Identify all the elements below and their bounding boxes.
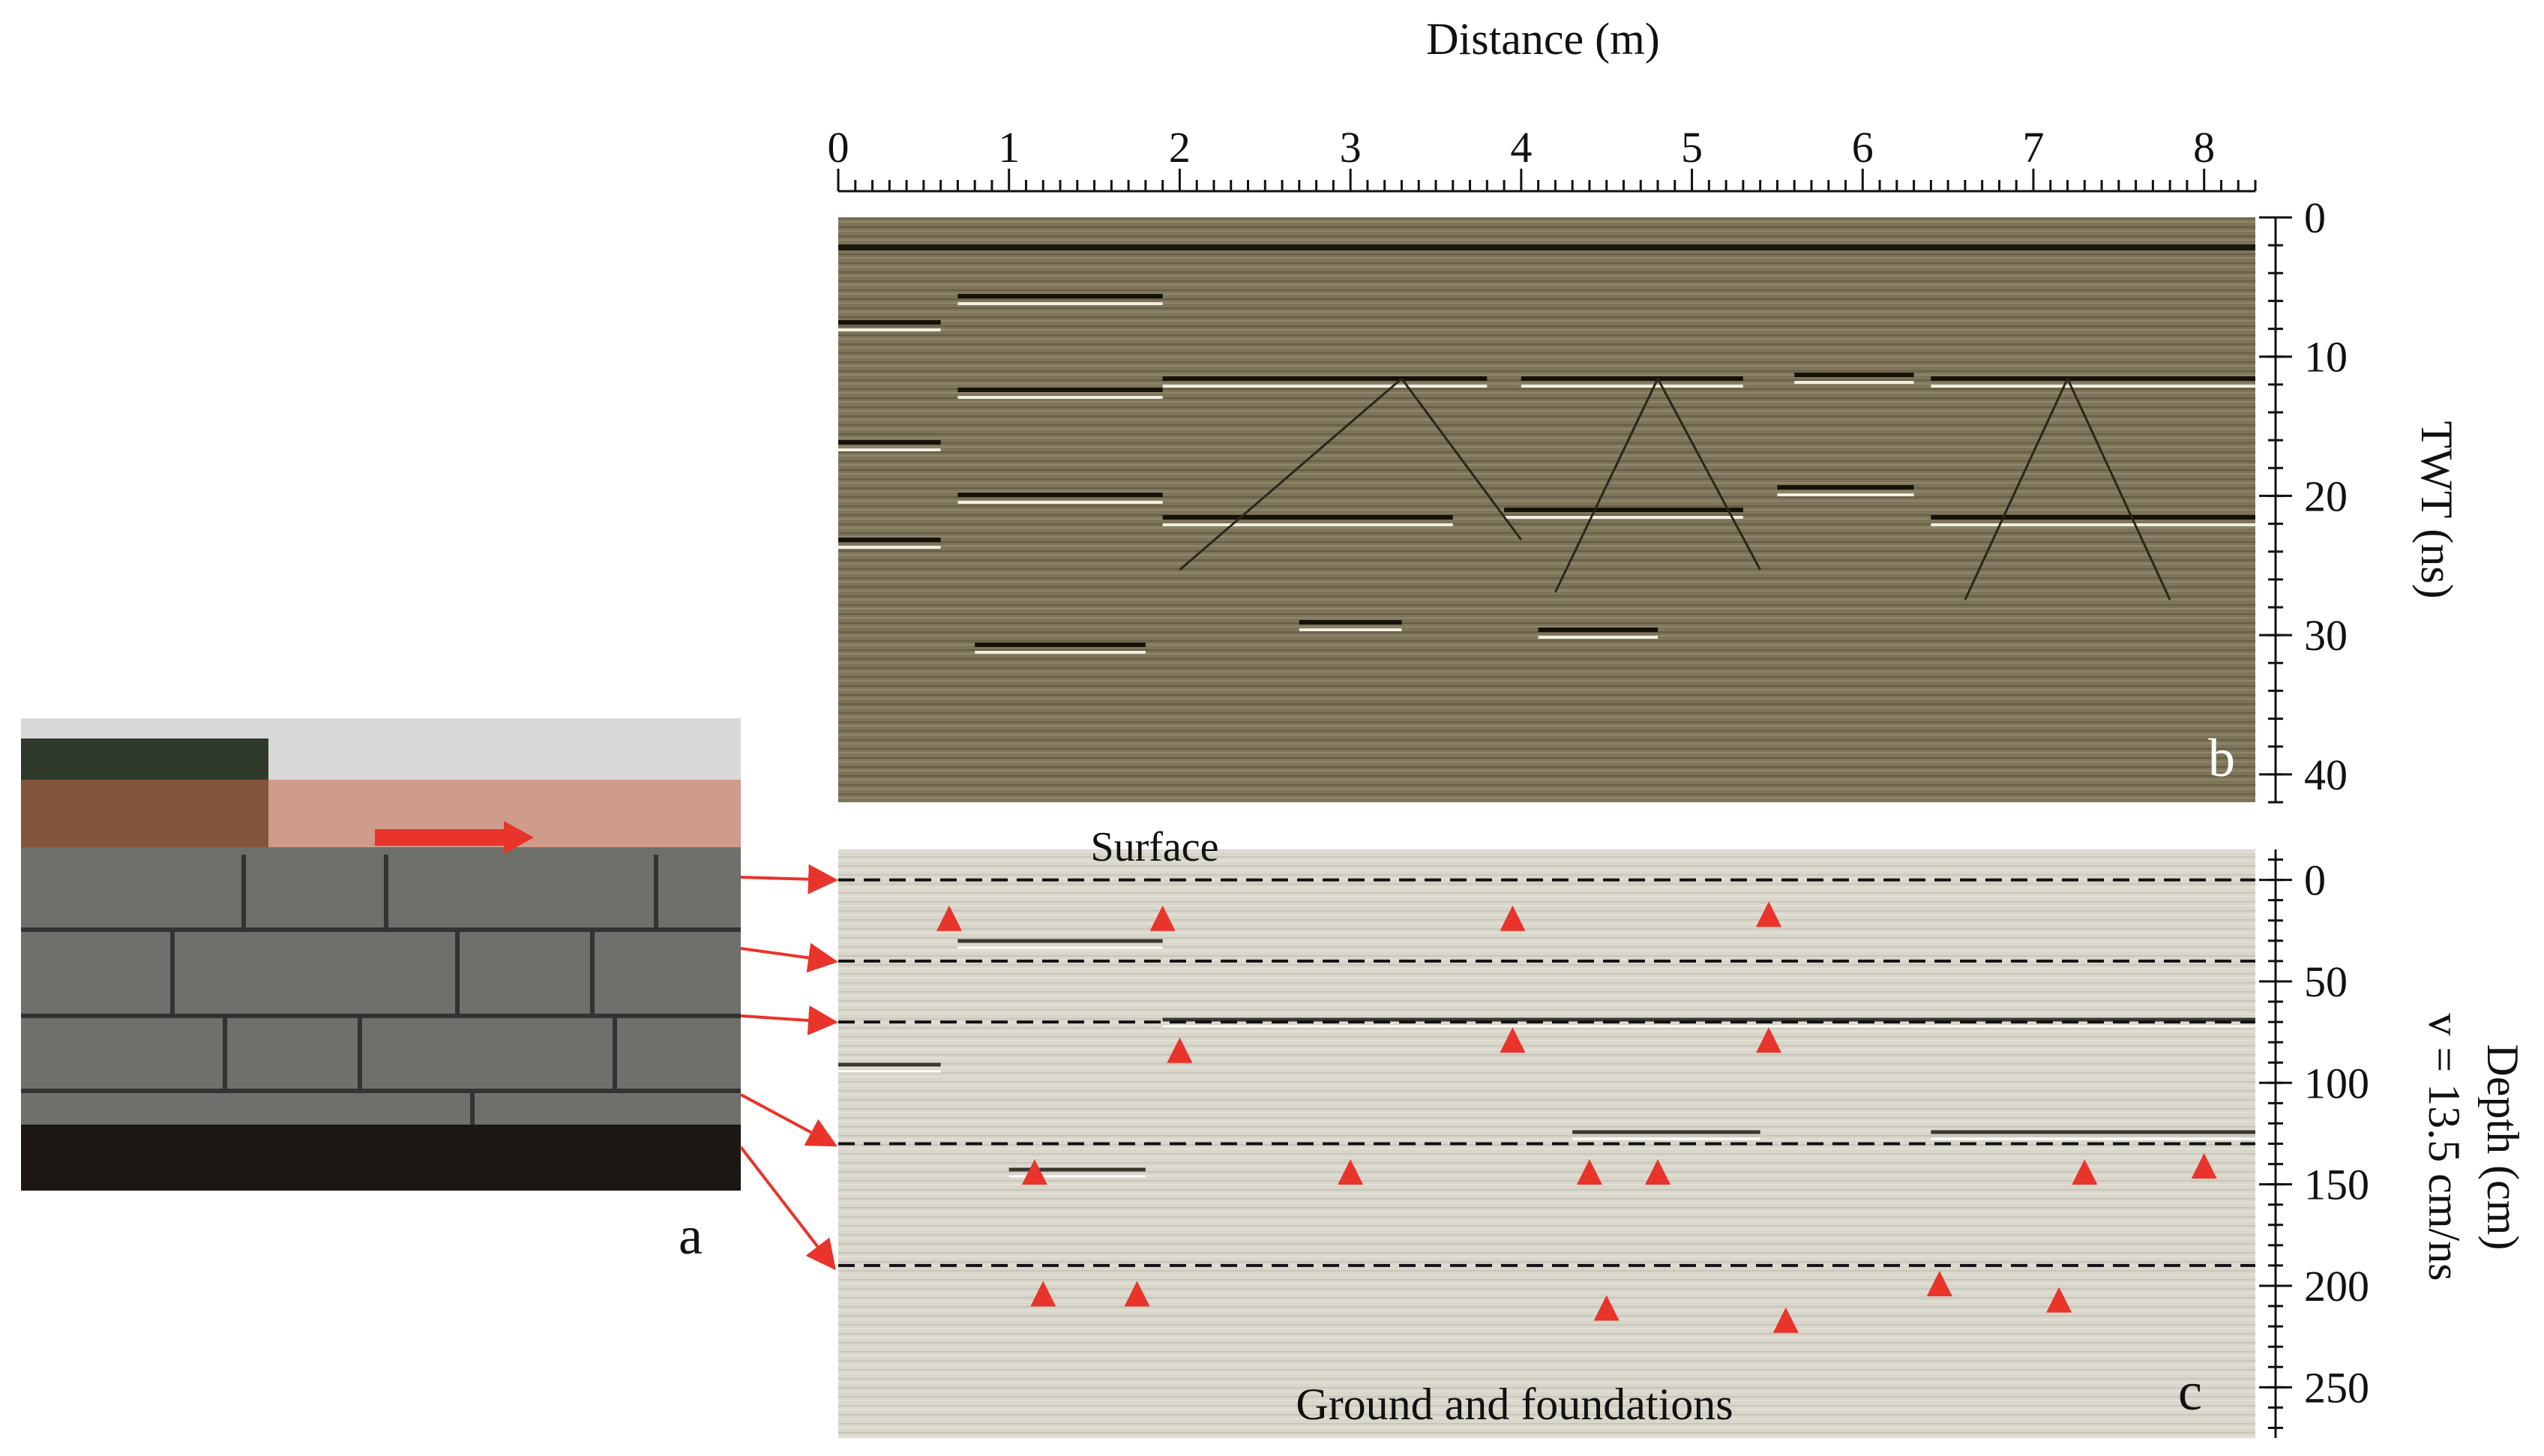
hyperbola-marker	[1645, 1159, 1671, 1185]
diffraction-hyperbola	[1656, 378, 1761, 571]
hyperbola-marker	[1021, 1159, 1047, 1185]
diffraction-hyperbola	[1554, 378, 1659, 593]
hyperbola-marker	[1926, 1270, 1952, 1296]
depth-tick-label: 250	[2304, 1363, 2369, 1412]
distance-tick-label: 8	[2193, 123, 2215, 172]
depth-tick-label: 150	[2304, 1161, 2369, 1209]
twt-tick-label: 10	[2304, 333, 2348, 382]
twt-axis: 0 10 20 30 40	[2259, 193, 2348, 804]
twt-axis-title: TWT (ns)	[2412, 421, 2462, 598]
hyperbola-marker	[2046, 1287, 2072, 1313]
ground-label: Ground and foundations	[1296, 1380, 1733, 1429]
hyperbola-marker	[1500, 905, 1526, 931]
depth-axis-title: Depth (cm)	[2478, 1044, 2528, 1251]
correlation-arrow	[739, 1146, 836, 1271]
surface-label: Surface	[1090, 824, 1218, 870]
stone-wall	[21, 847, 741, 1155]
interface-dashed-lines	[838, 878, 2255, 1267]
hyperbola-marker	[1772, 1307, 1799, 1333]
radargram-b-reflectors	[838, 244, 2255, 654]
panel-c-label: c	[2178, 1362, 2202, 1422]
hyperbola-marker	[1593, 1295, 1620, 1321]
distance-tick-label: 4	[1510, 123, 1532, 172]
red-direction-arrowhead	[504, 821, 534, 854]
hyperbola-marker	[1167, 1037, 1193, 1063]
hyperbola-marker	[1576, 1159, 1602, 1185]
stone-joints	[21, 855, 741, 1155]
hyperbola-marker	[1030, 1281, 1056, 1307]
distance-axis-title: Distance (m)	[1426, 14, 1660, 64]
sky-top	[21, 651, 741, 718]
depth-tick-label: 0	[2304, 856, 2326, 905]
panel-a-photo: a	[21, 651, 741, 1266]
correlation-arrow	[740, 1005, 838, 1035]
depth-tick-label: 200	[2304, 1262, 2369, 1311]
correlation-arrow	[740, 942, 838, 973]
hyperbola-marker	[2191, 1152, 2217, 1179]
hyperbola-marker	[1756, 1027, 1782, 1053]
twt-tick-label: 20	[2304, 472, 2348, 520]
depth-axis: 0 50 100 150 200 250	[2259, 849, 2369, 1438]
distance-tick-label: 7	[2022, 123, 2044, 172]
panel-a-label: a	[679, 1206, 703, 1266]
velocity-label: v = 13.5 cm/ns	[2420, 1013, 2469, 1281]
hyperbola-marker	[1338, 1159, 1364, 1185]
panel-b-label: b	[2208, 728, 2235, 788]
correlation-arrow	[740, 1093, 838, 1147]
depth-tick-label: 50	[2304, 957, 2348, 1006]
ground	[21, 1125, 741, 1191]
hyperbola-marker	[1500, 1027, 1526, 1053]
twt-tick-label: 40	[2304, 750, 2348, 799]
twt-tick-label: 0	[2304, 193, 2326, 242]
diffraction-hyperbola	[1401, 378, 1523, 541]
distance-tick-label: 3	[1340, 123, 1362, 172]
diffraction-hyperbola	[1964, 378, 2069, 601]
hyperbola-marker	[1124, 1281, 1150, 1307]
diffraction-hyperbola	[2066, 378, 2171, 601]
distance-tick-label: 0	[828, 123, 849, 172]
distance-tick-label: 1	[998, 123, 1020, 172]
correlation-arrows	[739, 864, 838, 1271]
twt-tick-label: 30	[2304, 611, 2348, 660]
hyperbola-marker	[2072, 1159, 2098, 1185]
hyperbola-markers	[936, 901, 2217, 1333]
panel-c: 0 50 100 150 200 250 Surface Ground and found…	[838, 824, 2528, 1438]
hyperbola-marker	[1756, 901, 1782, 927]
panel-b: 0 10 20 30 40 TWT (ns) b	[838, 193, 2462, 804]
radargram-c-reflectors	[838, 939, 2255, 1178]
depth-tick-label: 100	[2304, 1059, 2369, 1107]
distance-tick-label: 2	[1169, 123, 1191, 172]
distance-tick-label: 5	[1681, 123, 1703, 172]
diffraction-hyperbola	[1179, 377, 1403, 571]
hyperbola-marker	[1149, 905, 1176, 931]
correlation-arrow	[740, 864, 838, 894]
distance-axis: 0 1 2 3 4 5 6 7 8	[828, 123, 2257, 193]
hyperbola-marker	[936, 905, 963, 931]
distance-tick-label: 6	[1852, 123, 1874, 172]
